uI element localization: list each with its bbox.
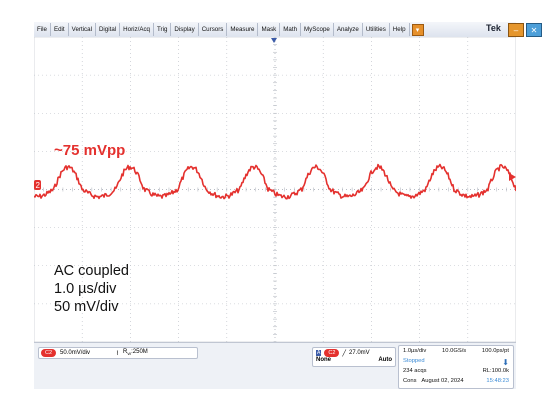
coupling-label: AC coupled [54, 263, 129, 279]
menu-trig[interactable]: Trig [154, 23, 172, 36]
menu-file[interactable]: File [34, 23, 51, 36]
stopped-arrow-icon: ⬇ [502, 358, 509, 367]
trigger-mode: Auto [378, 357, 392, 363]
record-length: RL:100.0k [482, 368, 509, 374]
volt-scale-label: 50 mV/div [54, 299, 119, 315]
bandwidth-text: 250M [132, 349, 148, 356]
menu-edit[interactable]: Edit [51, 23, 69, 36]
acquisition-state: Stopped [403, 358, 425, 364]
menu-utilities[interactable]: Utilities [363, 23, 390, 36]
menu-measure[interactable]: Measure [227, 23, 259, 36]
date-label: Cons [403, 378, 417, 384]
date-value: August 02, 2024 [421, 378, 464, 384]
menu-display[interactable]: Display [171, 23, 199, 36]
menu-myscope[interactable]: MyScope [301, 23, 334, 36]
channel-2-readout[interactable]: C2 50.0mV/div ⌇ RW:250M [38, 347, 198, 359]
help-dropdown-icon[interactable]: ▾ [411, 23, 424, 36]
acquisition-readout[interactable]: 1.0µs/div 10.0GS/s 100.0ps/pt Stopped ⬇ … [398, 345, 514, 389]
time-per-div: 1.0µs/div [403, 348, 427, 354]
close-icon[interactable]: ✕ [526, 23, 542, 37]
trigger-level: 27.0mV [349, 350, 370, 356]
bandwidth-icon: ⌇ [116, 350, 119, 357]
channel-2-scale: 50.0mV/div [60, 350, 91, 356]
acquisition-count: 234 acqs [403, 368, 427, 374]
menu-bar: File Edit Vertical Digital Horiz/Acq Tri… [34, 22, 542, 38]
channel-2-badge: C2 [41, 349, 57, 357]
time-value: 15:48:23 [486, 378, 509, 384]
time-scale-label: 1.0 µs/div [54, 281, 117, 297]
sample-rate: 10.0GS/s [442, 348, 467, 354]
menu-mask[interactable]: Mask [258, 23, 281, 36]
trigger-level-marker[interactable] [509, 173, 516, 181]
point-spacing: 100.0ps/pt [481, 348, 509, 354]
menu-math[interactable]: Math [280, 23, 302, 36]
channel-2-trace [33, 163, 517, 200]
channel-2-ground-marker[interactable]: 2 [34, 180, 41, 190]
menu-cursors[interactable]: Cursors [199, 23, 228, 36]
trigger-slope-icon: ╱ [342, 350, 346, 357]
trigger-type: None [316, 357, 331, 363]
trigger-source-icon: A [316, 350, 322, 356]
minimize-icon[interactable]: – [508, 23, 524, 37]
menu-help[interactable]: Help [390, 23, 410, 36]
trigger-position-marker[interactable] [271, 38, 277, 43]
channel-2-marker-label: 2 [36, 181, 41, 190]
trigger-readout[interactable]: A C2 ╱ 27.0mV None Auto [312, 347, 396, 367]
settings-annotation: AC coupled 1.0 µs/div 50 mV/div [54, 262, 129, 316]
menu-analyze[interactable]: Analyze [334, 23, 363, 36]
bandwidth-value: RW:250M [122, 349, 148, 357]
tek-logo: Tek [486, 23, 501, 33]
trigger-channel-badge: C2 [324, 349, 340, 357]
menu-digital[interactable]: Digital [96, 23, 121, 36]
menu-vertical[interactable]: Vertical [69, 23, 96, 36]
status-bar: C2 50.0mV/div ⌇ RW:250M A C2 ╱ 27.0mV No… [34, 342, 516, 389]
menu-horiz-acq[interactable]: Horiz/Acq [120, 23, 154, 36]
amplitude-annotation: ~75 mVpp [54, 142, 126, 159]
